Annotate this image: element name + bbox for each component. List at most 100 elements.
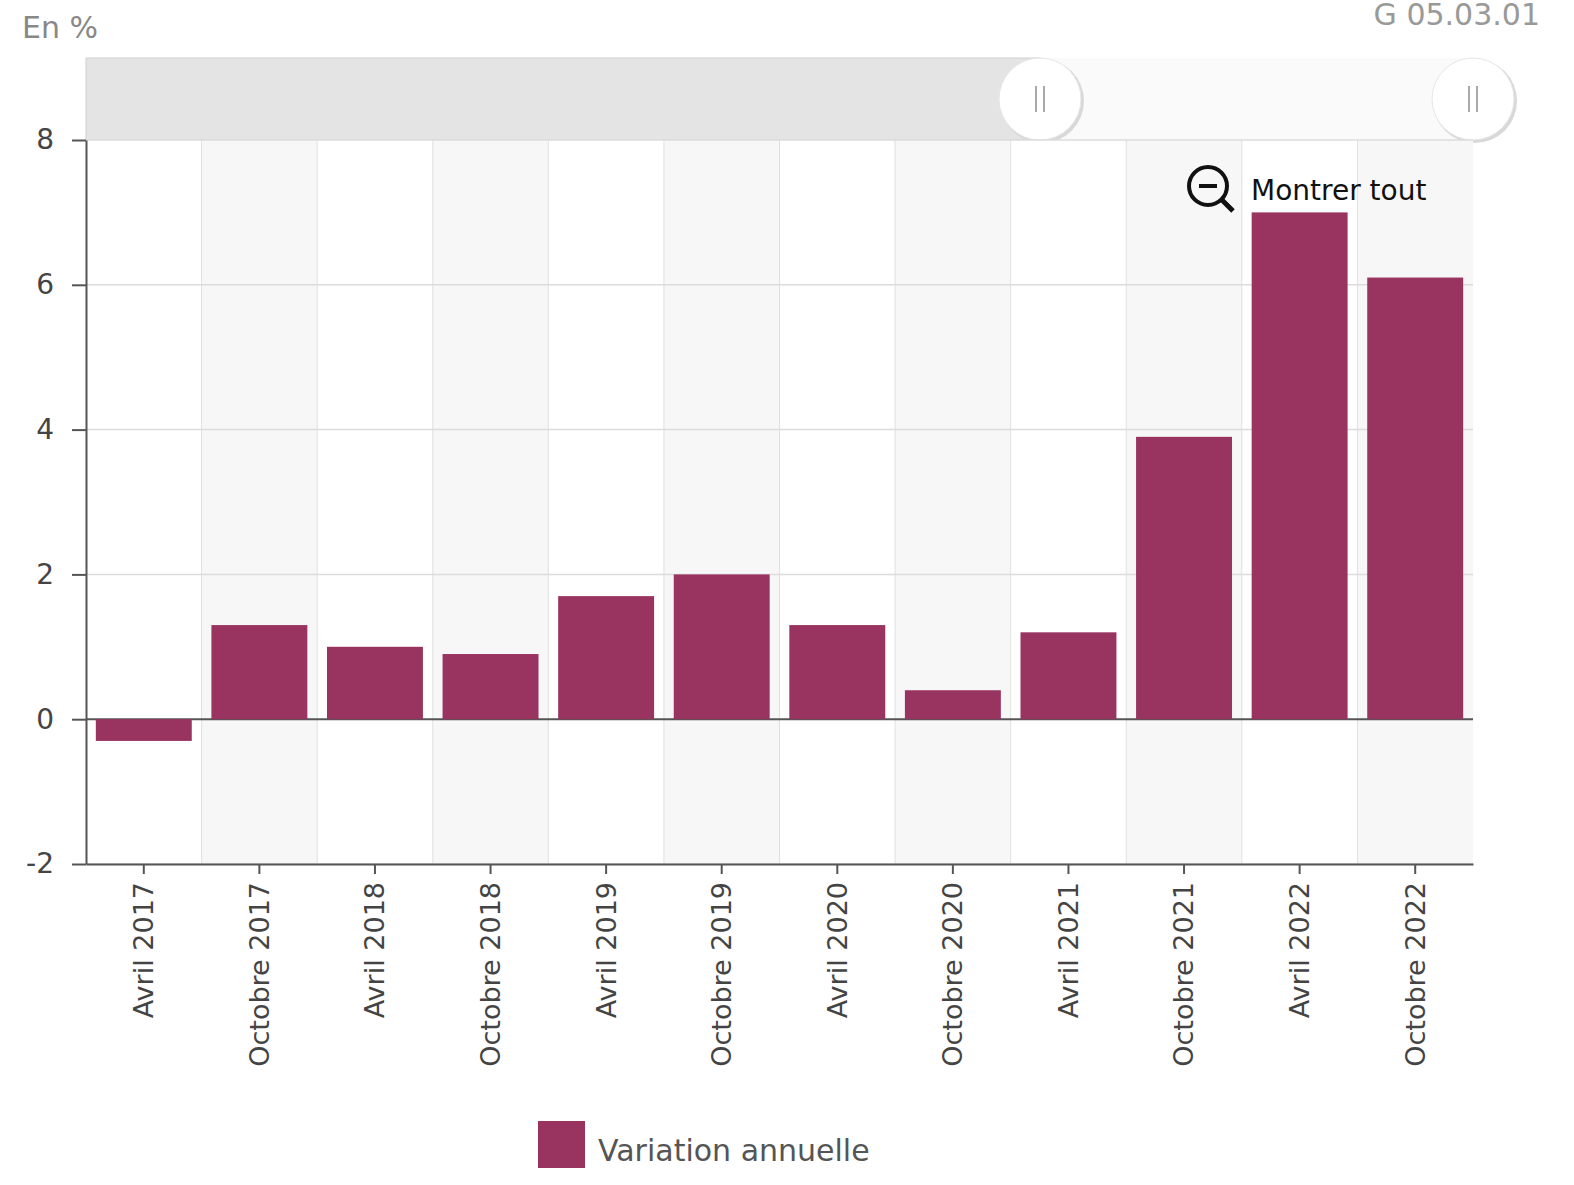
y-tick: -2 bbox=[26, 847, 86, 880]
zoom-icon bbox=[1189, 167, 1227, 205]
x-tick: Avril 2017 bbox=[128, 864, 159, 1018]
handle-grip bbox=[1468, 86, 1470, 112]
y-tick-label: 0 bbox=[36, 703, 54, 736]
x-tick-label: Avril 2020 bbox=[822, 882, 853, 1018]
column-band bbox=[895, 140, 1011, 864]
legend-label: Variation annuelle bbox=[598, 1133, 870, 1168]
vertical-grid-line bbox=[432, 140, 433, 864]
column-band bbox=[1357, 140, 1473, 864]
chart: -2 0 2 4 6 8 Avril 2017 Octobre 2017 Avril 2018 O… bbox=[0, 0, 1574, 1185]
x-tick: Avril 2019 bbox=[591, 864, 622, 1018]
handle[interactable] bbox=[1432, 58, 1514, 140]
y-tick-label: 4 bbox=[36, 413, 54, 446]
vertical-grid-line bbox=[1357, 140, 1358, 864]
vertical-grid-line bbox=[201, 140, 202, 864]
y-tick: 4 bbox=[36, 413, 86, 446]
y-tick-mark bbox=[72, 429, 86, 431]
legend-swatch bbox=[538, 1121, 585, 1168]
bar bbox=[905, 690, 1001, 719]
bar bbox=[96, 719, 192, 741]
x-axis: Avril 2017 Octobre 2017 Avril 2018 Octobre … bbox=[87, 864, 1474, 1067]
grid-line bbox=[86, 863, 1473, 865]
vertical-grid-line bbox=[317, 140, 318, 864]
x-tick: Octobre 2018 bbox=[475, 864, 506, 1067]
x-tick-mark bbox=[143, 864, 145, 874]
y-tick-mark bbox=[72, 284, 86, 286]
x-tick: Octobre 2017 bbox=[244, 864, 275, 1067]
y-tick: 0 bbox=[36, 703, 86, 736]
handle-shadow bbox=[1000, 59, 1084, 143]
y-axis: -2 0 2 4 6 8 bbox=[26, 123, 86, 880]
y-axis-title: En % bbox=[22, 10, 98, 45]
bar bbox=[558, 596, 654, 719]
vertical-grid-line bbox=[779, 140, 780, 864]
zoom-icon bbox=[1222, 200, 1233, 211]
x-tick-mark bbox=[1067, 864, 1069, 874]
y-tick-mark bbox=[72, 574, 86, 576]
handle-grip bbox=[1035, 86, 1037, 112]
x-tick-label: Avril 2018 bbox=[359, 882, 390, 1018]
navigator[interactable] bbox=[86, 58, 1517, 143]
x-tick-label: Avril 2021 bbox=[1053, 882, 1084, 1018]
x-tick-mark bbox=[952, 864, 954, 874]
x-tick-mark bbox=[1299, 864, 1301, 874]
column-band bbox=[317, 140, 433, 864]
column-band bbox=[86, 140, 202, 864]
y-tick-label: 6 bbox=[36, 268, 54, 301]
x-tick: Octobre 2021 bbox=[1168, 864, 1199, 1067]
x-tick-label: Octobre 2018 bbox=[475, 882, 506, 1067]
legend: Variation annuelle bbox=[538, 1121, 870, 1168]
y-tick-mark bbox=[72, 140, 86, 142]
handle-grip bbox=[1476, 86, 1478, 112]
bar bbox=[443, 654, 539, 719]
y-tick-label: -2 bbox=[26, 847, 54, 880]
column-band bbox=[664, 140, 780, 864]
vertical-grid-line bbox=[1010, 140, 1011, 864]
x-tick-label: Avril 2022 bbox=[1284, 882, 1315, 1018]
x-tick-mark bbox=[374, 864, 376, 874]
y-tick-mark bbox=[72, 719, 86, 721]
x-tick: Octobre 2020 bbox=[937, 864, 968, 1067]
x-tick: Avril 2018 bbox=[359, 864, 390, 1018]
vertical-grid-line bbox=[548, 140, 549, 864]
bars bbox=[96, 212, 1463, 741]
column-band bbox=[1011, 140, 1127, 864]
x-tick-mark bbox=[836, 864, 838, 874]
column-band bbox=[1126, 140, 1242, 864]
navigator-handle[interactable] bbox=[1432, 58, 1517, 143]
y-tick: 2 bbox=[36, 558, 86, 591]
bar bbox=[789, 625, 885, 719]
column-band bbox=[548, 140, 664, 864]
x-tick: Avril 2021 bbox=[1053, 864, 1084, 1018]
bar bbox=[1252, 212, 1348, 719]
reset-zoom-label[interactable]: Montrer tout bbox=[1251, 174, 1426, 207]
reset-zoom-button[interactable]: Montrer tout bbox=[1189, 167, 1426, 211]
column-band bbox=[1242, 140, 1358, 864]
x-tick-mark bbox=[605, 864, 607, 874]
grid-line bbox=[86, 139, 1473, 141]
x-tick-label: Avril 2017 bbox=[128, 882, 159, 1018]
y-tick-label: 8 bbox=[36, 123, 54, 156]
x-tick-mark bbox=[721, 864, 723, 874]
x-tick-mark bbox=[490, 864, 492, 874]
vertical-grid-line bbox=[1241, 140, 1242, 864]
y-tick: 6 bbox=[36, 268, 86, 301]
y-tick-mark bbox=[72, 864, 86, 866]
x-tick-label: Octobre 2019 bbox=[706, 882, 737, 1067]
navigator-track bbox=[86, 58, 1473, 140]
x-tick-label: Octobre 2017 bbox=[244, 882, 275, 1067]
bar bbox=[674, 574, 770, 719]
chart-code: G 05.03.01 bbox=[1374, 0, 1540, 32]
handle[interactable] bbox=[999, 58, 1081, 140]
navigator-handle[interactable] bbox=[999, 58, 1084, 143]
x-tick-label: Octobre 2020 bbox=[937, 882, 968, 1067]
zoom-icon bbox=[1199, 184, 1217, 188]
x-tick: Octobre 2019 bbox=[706, 864, 737, 1067]
bar bbox=[1367, 278, 1463, 720]
navigator-mask bbox=[86, 58, 1040, 140]
bar bbox=[1020, 632, 1116, 719]
column-band bbox=[202, 140, 318, 864]
vertical-grid-line bbox=[663, 140, 664, 864]
bar bbox=[327, 647, 423, 719]
x-tick-label: Octobre 2021 bbox=[1168, 882, 1199, 1067]
